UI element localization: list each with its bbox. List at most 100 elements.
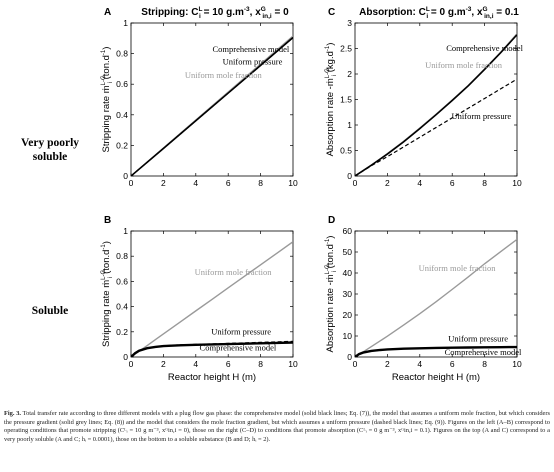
x-tick-label-C-1: 2 <box>385 178 390 188</box>
row-label-top-line2: soluble <box>32 151 68 163</box>
y-tick-label-A-1: 0.2 <box>116 140 128 150</box>
x-tick-label-C-0: 0 <box>353 178 358 188</box>
ylabel-part: Stripping rate ṁ <box>101 280 112 347</box>
ylabel-part: (kg.d <box>325 51 336 75</box>
ylabel-part: (ton.d <box>101 250 112 277</box>
chart-B: 0 2 4 6 8 10 0 0.2 0.4 0.6 0.8 1 B Reactor height H (… <box>101 215 298 383</box>
caption-lead: Fig. 3. <box>4 410 21 417</box>
ylabel-part: ) <box>101 241 112 244</box>
annotation-B-0: Uniform mole fraction <box>195 267 273 277</box>
ylabel-part: (ton.d <box>101 55 112 82</box>
ylabel-sup: L-G <box>325 68 331 78</box>
row-label-bottom-line1: Soluble <box>31 305 69 317</box>
y-tick-label-D-5: 50 <box>343 247 353 257</box>
x-tick-label-A-2: 4 <box>193 178 198 188</box>
annotation-B-2: Comprehensive model <box>200 343 277 353</box>
y-tick-label-D-6: 60 <box>343 226 353 236</box>
x-tick-label-D-1: 2 <box>385 359 390 369</box>
ylabel-sup: -1 <box>101 49 107 55</box>
title-sub: i <box>199 13 201 20</box>
y-tick-label-D-1: 10 <box>343 331 353 341</box>
y-tick-label-A-4: 0.8 <box>116 49 128 59</box>
x-tick-label-A-0: 0 <box>129 178 134 188</box>
ylabel-sub: i <box>108 277 114 278</box>
x-tick-label-A-4: 8 <box>258 178 263 188</box>
title-sub: in,i <box>262 13 272 20</box>
series-line-A-2 <box>131 37 293 176</box>
y-tick-label-A-0: 0 <box>123 171 128 181</box>
title-sup: -3 <box>466 6 472 13</box>
title-sup: G <box>483 6 488 13</box>
annotation-A-2: Uniform mole fraction <box>185 70 263 80</box>
x-tick-label-C-3: 6 <box>450 178 455 188</box>
row-label-top-line1: Very poorly <box>20 137 80 149</box>
y-tick-label-C-0: 0 <box>347 171 352 181</box>
title-part: , x <box>471 7 483 18</box>
annotation-C-0: Comprehensive model <box>446 43 523 53</box>
y-tick-label-C-5: 2.5 <box>340 44 352 54</box>
ylabel-sup: L-G <box>101 270 107 280</box>
title-sup: -3 <box>244 6 250 13</box>
caption-text: Total transfer rate according to three d… <box>4 410 550 443</box>
plot-frame-A <box>130 22 294 177</box>
y-tick-label-B-3: 0.6 <box>116 276 128 286</box>
y-tick-label-C-4: 2 <box>347 69 352 79</box>
title-sub: in,i <box>484 13 494 20</box>
y-tick-label-B-4: 0.8 <box>116 251 128 261</box>
y-tick-label-B-5: 1 <box>123 226 128 236</box>
title-sup: L <box>426 6 430 13</box>
panel-letter-C: C <box>328 7 335 18</box>
x-tick-label-C-4: 8 <box>482 178 487 188</box>
series-line-C-2 <box>355 78 517 176</box>
y-tick-label-A-5: 1 <box>123 18 128 28</box>
x-tick-label-C-2: 4 <box>417 178 422 188</box>
series-line-C-1 <box>355 34 517 176</box>
annotation-C-1: Uniform mole fraction <box>425 60 503 70</box>
ylabel-sup: L-G <box>325 264 331 274</box>
x-tick-label-A-3: 6 <box>226 178 231 188</box>
row-label-bottom: Soluble <box>0 304 100 318</box>
y-tick-label-C-2: 1 <box>347 120 352 130</box>
y-axis-label-B: Stripping rate ṁL-Gi (ton.d-1) <box>101 241 114 347</box>
panel-title-C: Absorption: CL i = 0 g.m-3, xG in,i = 0.1 <box>359 6 519 20</box>
y-tick-label-D-2: 20 <box>343 310 353 320</box>
y-tick-label-A-2: 0.4 <box>116 110 128 120</box>
ylabel-sup: -1 <box>101 244 107 250</box>
annotation-D-0: Uniform mole fraction <box>419 263 497 273</box>
ylabel-part: ) <box>325 236 336 239</box>
ylabel-part: ) <box>101 47 112 50</box>
x-tick-label-C-5: 10 <box>512 178 522 188</box>
y-tick-label-B-2: 0.4 <box>116 302 128 312</box>
annotation-A-1: Uniform pressure <box>223 56 283 66</box>
x-tick-label-B-1: 2 <box>161 359 166 369</box>
plot-frame-B <box>130 230 294 358</box>
x-tick-label-B-5: 10 <box>288 359 298 369</box>
annotation-D-2: Comprehensive model <box>445 347 522 357</box>
series-line-B-0 <box>131 241 293 357</box>
row-label-top: Very poorly soluble <box>0 136 100 164</box>
y-tick-label-C-3: 1.5 <box>340 95 352 105</box>
x-tick-label-A-1: 2 <box>161 178 166 188</box>
title-part: Absorption: C <box>359 7 426 18</box>
title-part: = 10 g.m <box>201 7 244 18</box>
y-axis-label-C: Absorption rate -ṁL-Gi (kg.d-1) <box>325 43 338 157</box>
title-part: Stripping: C <box>141 7 198 18</box>
title-part: = 0 <box>272 7 289 18</box>
y-tick-label-C-6: 3 <box>347 18 352 28</box>
series-line-D-1 <box>355 345 517 357</box>
x-tick-label-A-5: 10 <box>288 178 298 188</box>
series-line-B-2 <box>131 340 293 357</box>
series-line-C-0 <box>355 33 517 176</box>
title-sub: i <box>426 13 428 20</box>
y-tick-label-A-3: 0.6 <box>116 79 128 89</box>
y-tick-label-B-1: 0.2 <box>116 327 128 337</box>
x-tick-label-B-2: 4 <box>193 359 198 369</box>
y-tick-label-D-4: 40 <box>343 268 353 278</box>
annotation-D-1: Uniform pressure <box>448 334 508 344</box>
chart-D: 0 2 4 6 8 10 0 10 20 30 40 50 60 D Reactor height H (m… <box>325 215 522 383</box>
title-part: = 0 g.m <box>428 7 466 18</box>
y-tick-label-B-0: 0 <box>123 352 128 362</box>
x-tick-label-D-3: 6 <box>450 359 455 369</box>
ylabel-part: ) <box>325 43 336 46</box>
